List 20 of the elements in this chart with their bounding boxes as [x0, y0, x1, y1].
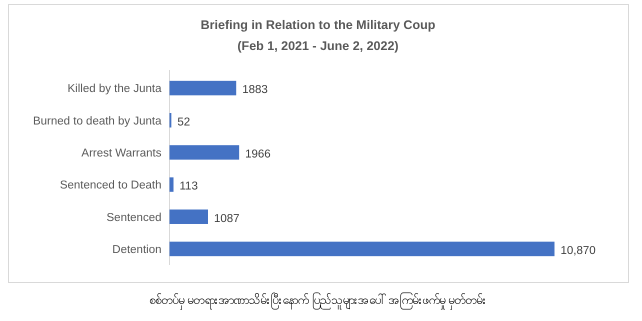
chart-title: Briefing in Relation to the Military Coup	[200, 18, 436, 32]
bar	[170, 145, 240, 160]
text: စစ်တပ်မှ မတရားအာဏာသိမ်းပြီးနောက် ပြည်သူများအပေါ် အကြမ်းဖက်မှု မှတ်တမ်း	[149, 291, 487, 310]
data-label: 113	[180, 180, 198, 193]
y-tick-label: Burned to death by Junta	[32, 115, 162, 128]
data-label: 1966	[245, 148, 271, 160]
y-tick-label: Sentenced	[106, 212, 162, 224]
y-tick-label: Sentenced to Death	[60, 180, 162, 192]
data-label: 10,870	[560, 244, 596, 257]
data-label: 1087	[214, 212, 240, 225]
bar	[170, 80, 236, 96]
chart-subtitle: (Feb 1, 2021 - June 2, 2022)	[237, 39, 399, 53]
bar	[170, 242, 554, 256]
y-tick-label: Arrest Warrants	[81, 147, 162, 160]
data-label: 52	[177, 116, 190, 128]
bar	[170, 177, 174, 192]
bar	[170, 210, 208, 224]
y-tick-label: Killed by the Junta	[68, 83, 162, 96]
data-label: 1883	[242, 84, 268, 96]
y-tick-label: Detention	[112, 244, 162, 256]
